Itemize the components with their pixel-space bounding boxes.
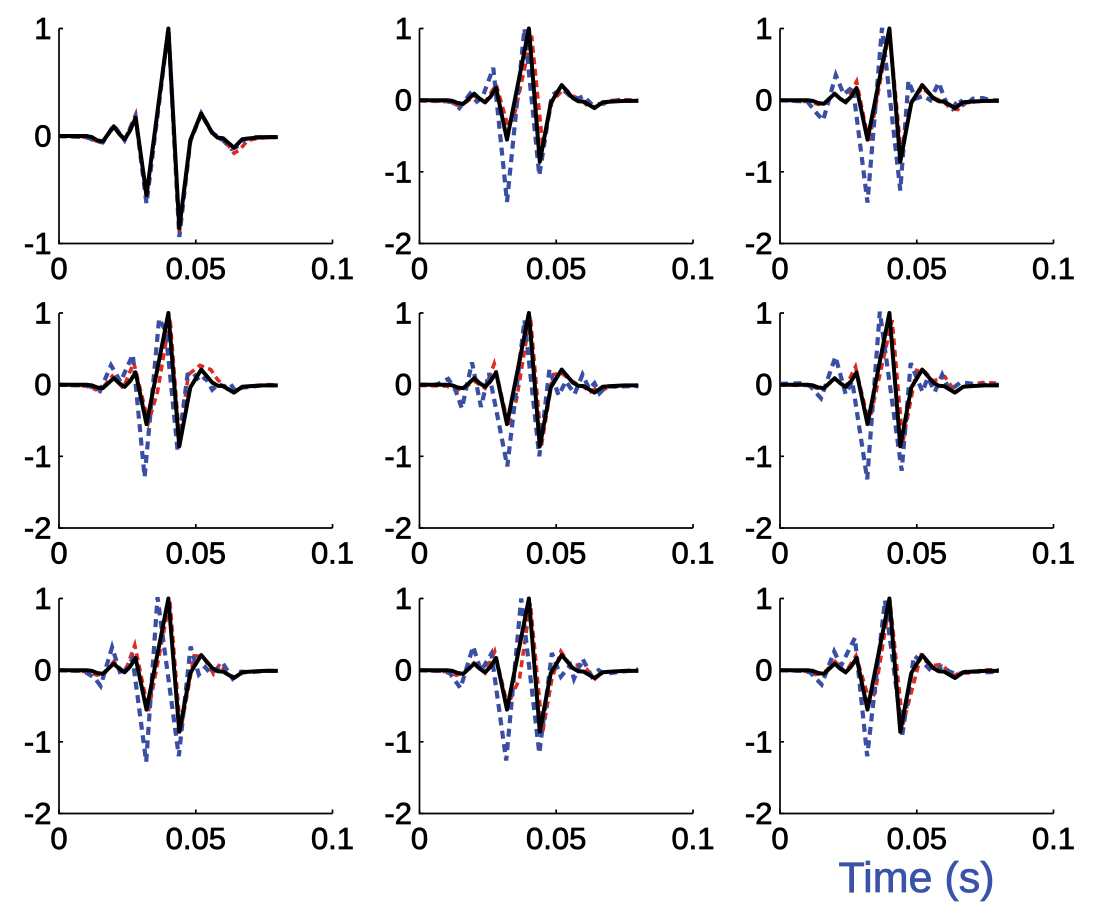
svg-text:0.1: 0.1	[311, 821, 354, 856]
svg-text:-2: -2	[384, 511, 412, 546]
svg-text:0: 0	[50, 251, 67, 286]
svg-text:0: 0	[411, 821, 428, 856]
svg-text:0: 0	[34, 119, 51, 154]
svg-text:0: 0	[395, 653, 412, 688]
svg-text:-2: -2	[24, 511, 52, 546]
svg-text:-2: -2	[745, 511, 773, 546]
svg-text:0.1: 0.1	[671, 536, 714, 571]
svg-text:-2: -2	[745, 796, 773, 831]
svg-text:-1: -1	[384, 154, 412, 189]
svg-text:0.05: 0.05	[887, 536, 947, 571]
svg-text:-1: -1	[384, 439, 412, 474]
svg-text:1: 1	[34, 581, 51, 616]
svg-text:1: 1	[34, 11, 51, 46]
svg-text:0: 0	[50, 821, 67, 856]
svg-text:0: 0	[395, 83, 412, 118]
svg-text:0: 0	[755, 653, 772, 688]
svg-text:0: 0	[771, 536, 788, 571]
svg-text:-1: -1	[24, 226, 52, 261]
svg-text:Time (s): Time (s)	[838, 854, 994, 902]
svg-text:1: 1	[395, 296, 412, 331]
svg-text:1: 1	[755, 581, 772, 616]
svg-text:0: 0	[771, 821, 788, 856]
svg-text:-1: -1	[24, 439, 52, 474]
svg-text:0: 0	[411, 251, 428, 286]
svg-text:0.05: 0.05	[166, 536, 226, 571]
svg-text:-1: -1	[745, 154, 773, 189]
svg-text:-2: -2	[745, 226, 773, 261]
svg-text:0: 0	[34, 367, 51, 402]
svg-text:-1: -1	[384, 724, 412, 759]
svg-text:0.05: 0.05	[887, 821, 947, 856]
svg-text:0: 0	[771, 251, 788, 286]
svg-text:0.05: 0.05	[887, 251, 947, 286]
svg-text:0.05: 0.05	[526, 251, 586, 286]
svg-text:-2: -2	[384, 226, 412, 261]
svg-text:1: 1	[395, 11, 412, 46]
svg-text:0: 0	[50, 536, 67, 571]
svg-text:-2: -2	[384, 796, 412, 831]
svg-text:0.05: 0.05	[166, 251, 226, 286]
svg-text:0: 0	[755, 367, 772, 402]
svg-text:-1: -1	[745, 439, 773, 474]
svg-text:0.1: 0.1	[1032, 251, 1075, 286]
svg-text:1: 1	[755, 296, 772, 331]
svg-text:0.05: 0.05	[166, 821, 226, 856]
svg-text:0.1: 0.1	[671, 251, 714, 286]
svg-text:0.1: 0.1	[311, 536, 354, 571]
svg-text:-1: -1	[24, 724, 52, 759]
svg-text:0.1: 0.1	[311, 251, 354, 286]
svg-text:0: 0	[395, 367, 412, 402]
svg-text:0.1: 0.1	[1032, 536, 1075, 571]
svg-text:1: 1	[34, 296, 51, 331]
svg-text:0: 0	[34, 653, 51, 688]
svg-text:0.1: 0.1	[671, 821, 714, 856]
svg-text:0: 0	[411, 536, 428, 571]
svg-text:-1: -1	[745, 724, 773, 759]
svg-text:1: 1	[755, 11, 772, 46]
svg-text:0.05: 0.05	[526, 536, 586, 571]
svg-text:0.05: 0.05	[526, 821, 586, 856]
svg-text:-2: -2	[24, 796, 52, 831]
svg-text:0: 0	[755, 83, 772, 118]
svg-text:1: 1	[395, 581, 412, 616]
svg-text:0.1: 0.1	[1032, 821, 1075, 856]
